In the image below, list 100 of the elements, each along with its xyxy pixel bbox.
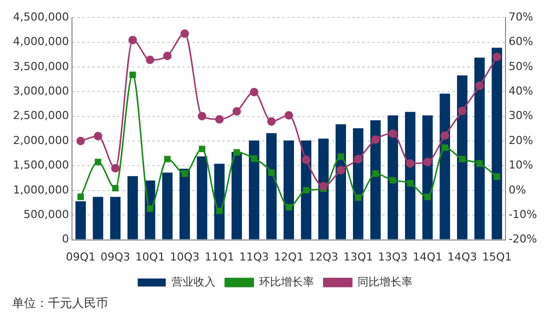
point (476, 160, 483, 167)
y2-tick-label: 30% (508, 109, 534, 122)
point (76, 136, 85, 146)
point (268, 169, 275, 176)
point (302, 156, 310, 164)
y-tick-label: 3,000,000 (13, 84, 69, 98)
point (94, 132, 102, 140)
point (216, 208, 223, 214)
point (284, 111, 294, 120)
bar (370, 120, 381, 240)
point (163, 52, 172, 60)
point (180, 29, 189, 38)
y-tick-label: 3,500,000 (13, 60, 69, 73)
point (129, 72, 136, 78)
x-tick-label: 12Q1 (274, 250, 304, 264)
point (232, 107, 241, 116)
y2-tick-label: 0% (508, 183, 526, 196)
y2-tick-label: -20% (508, 232, 538, 246)
point (250, 88, 258, 96)
y-tick-label: 4,500,000 (13, 10, 69, 24)
y-tick-label: 2,500,000 (13, 109, 69, 122)
text: 单位：千元人民币 (12, 296, 108, 310)
point (146, 205, 154, 212)
point (336, 166, 346, 174)
point (458, 106, 466, 116)
point (250, 155, 258, 162)
y2-tick-label: 50% (508, 60, 534, 73)
bar (110, 196, 121, 240)
point (94, 158, 102, 166)
point (475, 81, 484, 90)
point (354, 194, 362, 201)
y-tick-label: 0 (62, 232, 69, 246)
y2-tick-label: -10% (508, 208, 538, 221)
legend-label: 营业收入 (171, 275, 216, 288)
point (128, 36, 137, 44)
bar (474, 58, 485, 240)
point (423, 158, 432, 166)
point (440, 131, 450, 140)
x-tick-label: 14Q3 (447, 250, 478, 264)
point (458, 156, 466, 162)
bar (422, 115, 433, 240)
legend-label: 同比增长率 (357, 275, 412, 288)
point (215, 115, 224, 124)
point (77, 194, 84, 200)
x-tick-label: 10Q3 (170, 250, 200, 264)
point (372, 170, 379, 177)
y-tick-label: 500,000 (23, 208, 69, 221)
y2-tick-label: 40% (508, 84, 534, 98)
point (406, 159, 414, 168)
bar (162, 172, 173, 240)
x-tick-label: 13Q1 (343, 250, 373, 264)
bar (388, 115, 398, 240)
bar (232, 152, 242, 240)
point (354, 154, 362, 164)
x-tick-label: 09Q3 (100, 250, 130, 264)
point (267, 117, 276, 126)
bar (196, 156, 208, 240)
point (302, 186, 310, 194)
bar (404, 112, 416, 240)
y-tick-label: 2,000,000 (13, 134, 69, 147)
x-tick-label: 11Q3 (239, 250, 269, 264)
y2-tick-label: 60% (508, 35, 534, 48)
point (371, 135, 380, 144)
bar (92, 196, 104, 240)
bar (336, 124, 346, 240)
point (494, 173, 500, 180)
point (286, 204, 292, 210)
y-tick-label: 1,500,000 (13, 158, 69, 172)
bar (284, 140, 294, 240)
point (442, 144, 448, 151)
point (338, 153, 344, 160)
x-tick-label: 12Q3 (308, 250, 338, 264)
bar (248, 140, 260, 240)
y2-tick-label: 70% (508, 10, 534, 24)
bar (266, 133, 277, 240)
bar (75, 201, 86, 240)
bar (318, 138, 329, 240)
x-tick-label: 14Q1 (412, 250, 442, 264)
point (164, 156, 171, 162)
point (111, 164, 120, 172)
bar (127, 176, 138, 240)
point (388, 129, 398, 138)
point (319, 182, 328, 190)
bar (440, 94, 450, 240)
point (181, 170, 188, 177)
bar (457, 75, 468, 240)
point (390, 177, 396, 184)
y-tick-label: 1,000,000 (13, 183, 69, 196)
point (234, 149, 240, 156)
x-tick-label: 15Q1 (482, 250, 512, 264)
y-tick-label: 4,000,000 (13, 35, 69, 48)
point (198, 112, 206, 120)
x-tick-label: 11Q1 (204, 250, 234, 264)
point (406, 180, 414, 186)
bar (180, 168, 190, 240)
point (146, 56, 154, 64)
point (424, 194, 431, 200)
y2-tick-label: 20% (508, 134, 534, 147)
legend-label: 环比增长率 (258, 275, 314, 288)
bar (492, 48, 502, 240)
